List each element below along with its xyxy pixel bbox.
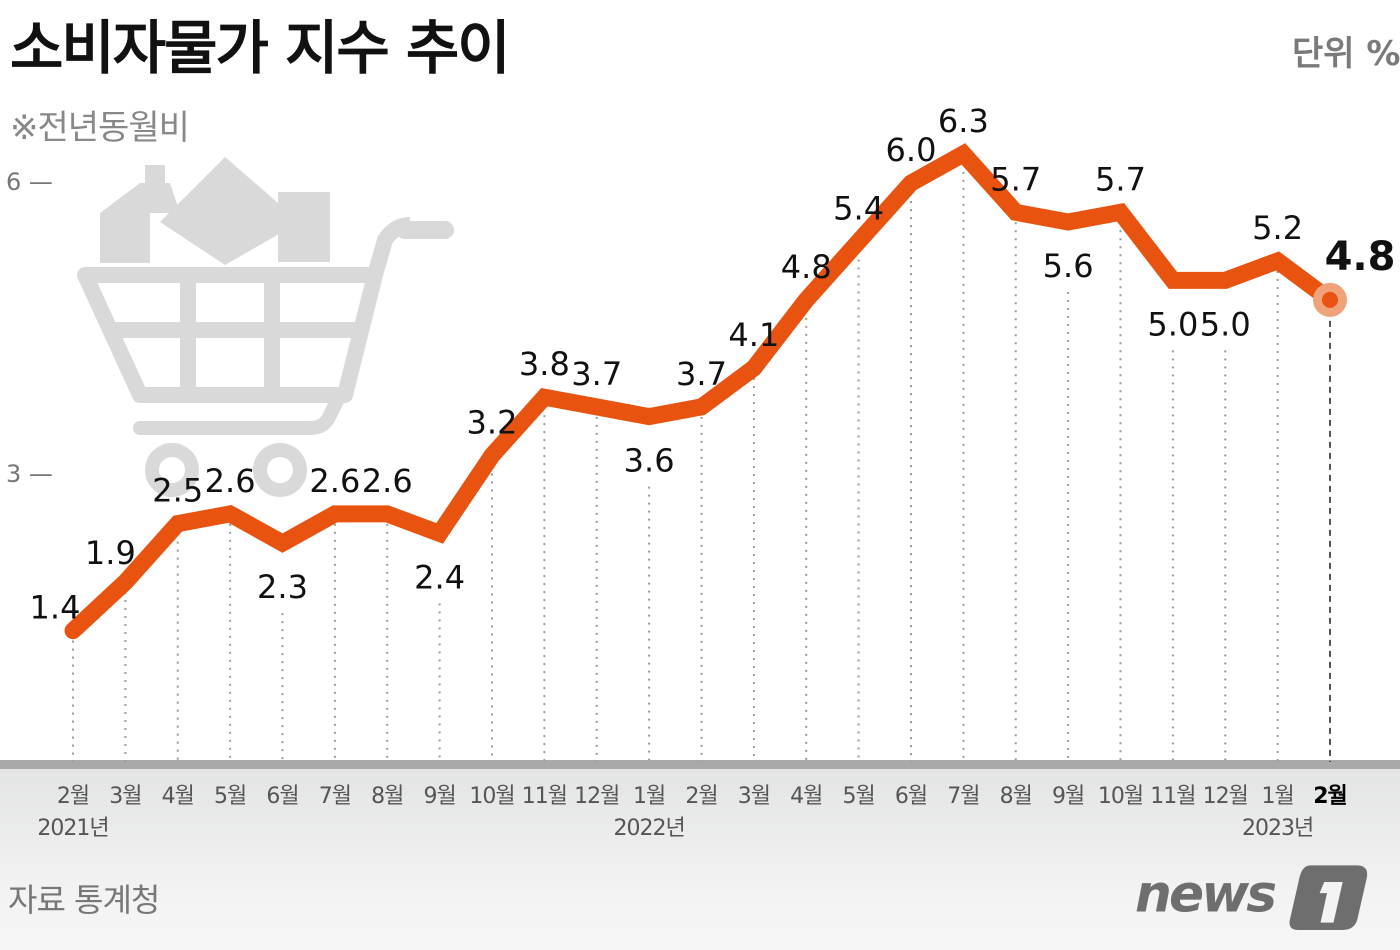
data-value-label: 6.0 bbox=[886, 131, 937, 169]
x-axis-label: 9월 bbox=[423, 784, 457, 809]
y-tick-6: 6 — bbox=[6, 168, 53, 196]
data-value-label: 3.2 bbox=[467, 404, 518, 442]
data-value-label: 3.7 bbox=[676, 355, 727, 393]
x-axis-baseline bbox=[0, 760, 1400, 769]
year-label: 2022년 bbox=[613, 816, 686, 841]
data-value-label: 3.6 bbox=[624, 442, 675, 480]
gridlines bbox=[72, 163, 1331, 762]
x-axis-label: 8월 bbox=[999, 784, 1033, 809]
data-value-label: 5.0 bbox=[1200, 305, 1251, 343]
x-axis-label: 7월 bbox=[318, 784, 352, 809]
data-value-label: 5.0 bbox=[1147, 305, 1198, 343]
data-value-label: 5.2 bbox=[1252, 209, 1303, 247]
x-axis-label: 8월 bbox=[371, 784, 404, 809]
data-value-label: 1.9 bbox=[85, 534, 136, 572]
svg-text:news: news bbox=[1135, 865, 1275, 925]
series-line bbox=[64, 143, 1339, 640]
data-value-label: 2.5 bbox=[152, 472, 203, 510]
x-axis-label: 5월 bbox=[214, 784, 247, 809]
data-value-label: 5.4 bbox=[833, 189, 884, 227]
x-axis-label: 4월 bbox=[161, 784, 195, 809]
x-axis-label: 7월 bbox=[947, 784, 980, 809]
data-value-label: 5.6 bbox=[1043, 247, 1094, 285]
unit-label: 단위 % bbox=[1292, 34, 1400, 74]
data-value-label: 4.8 bbox=[1325, 234, 1396, 280]
data-value-label: 4.1 bbox=[728, 316, 779, 354]
x-axis-label: 9월 bbox=[1052, 784, 1085, 809]
data-value-label: 2.4 bbox=[414, 558, 465, 596]
data-value-label: 2.6 bbox=[309, 462, 360, 500]
x-axis-label: 2월 bbox=[56, 784, 90, 809]
x-axis-label: 10월 bbox=[469, 784, 515, 809]
shopping-cart-icon bbox=[77, 157, 454, 497]
data-value-label: 3.8 bbox=[519, 345, 570, 383]
x-axis-label: 11월 bbox=[1150, 784, 1196, 809]
x-axis-label: 12월 bbox=[1202, 784, 1249, 809]
x-axis-label: 6월 bbox=[894, 784, 928, 809]
axis-background bbox=[0, 768, 1400, 950]
x-axis-label: 11월 bbox=[521, 784, 568, 809]
y-tick-3: 3 — bbox=[6, 460, 53, 488]
data-value-label: 5.7 bbox=[990, 160, 1041, 198]
data-value-label: 2.6 bbox=[205, 462, 256, 500]
data-value-label: 3.7 bbox=[571, 355, 622, 393]
x-axis-label: 2월 bbox=[1313, 784, 1348, 809]
data-value-label: 2.3 bbox=[257, 568, 308, 606]
chart-title: 소비자물가 지수 추이 bbox=[10, 14, 511, 82]
x-axis-label: 12월 bbox=[574, 784, 620, 809]
x-axis-label: 4월 bbox=[790, 784, 823, 809]
value-labels: 1.41.92.5 2.62.32.6 2.62.43.23.8 3.73.63.74… bbox=[30, 102, 1396, 627]
highlight-dot-core bbox=[1322, 291, 1338, 308]
x-axis-label: 10월 bbox=[1097, 784, 1144, 809]
x-axis-label: 5월 bbox=[842, 784, 876, 809]
chart-subtitle: ※전년동월비 bbox=[10, 108, 190, 148]
x-axis-label: 3월 bbox=[737, 784, 771, 809]
x-axis-label: 1월 bbox=[1261, 784, 1295, 809]
data-value-label: 4.8 bbox=[781, 248, 832, 286]
data-value-label: 1.4 bbox=[30, 589, 81, 627]
year-label: 2023년 bbox=[1242, 816, 1314, 841]
source-label: 자료 통계청 bbox=[8, 881, 160, 919]
x-axis-label: 1월 bbox=[633, 784, 666, 809]
data-value-label: 2.6 bbox=[362, 462, 413, 500]
x-axis-label: 2월 bbox=[685, 784, 718, 809]
news1-logo: news bbox=[1135, 865, 1368, 930]
year-label: 2021년 bbox=[37, 816, 109, 841]
data-value-label: 6.3 bbox=[938, 102, 989, 140]
data-value-label: 5.7 bbox=[1095, 160, 1146, 198]
x-axis-label: 6월 bbox=[266, 784, 299, 809]
x-axis-label: 3월 bbox=[109, 784, 142, 809]
